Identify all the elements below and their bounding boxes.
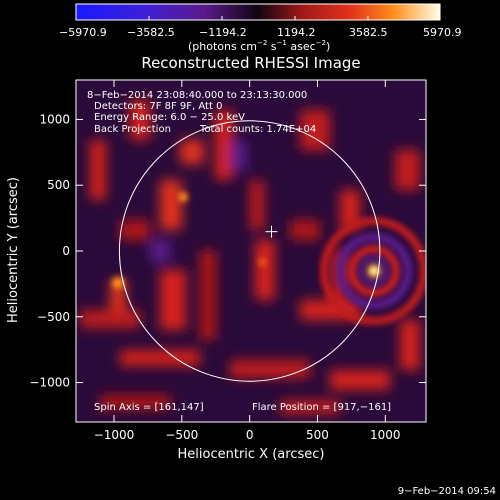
y-tick-label: −1000 — [29, 376, 70, 390]
colorbar — [75, 3, 441, 21]
x-tick-label: 1000 — [370, 428, 401, 442]
info-energy: Energy Range: 6.0 − 25.0 keV — [94, 112, 245, 123]
info-time: 8−Feb−2014 23:08:40.000 to 23:13:30.000 — [87, 90, 307, 101]
timestamp: 9−Feb−2014 09:54 — [398, 486, 496, 497]
y-tick-label: 1000 — [39, 112, 70, 126]
info-method: Back Projection — [94, 124, 171, 135]
x-tick-labels: −1000 −500 0 500 1000 — [94, 428, 401, 442]
x-axis-label: Heliocentric X (arcsec) — [178, 447, 325, 462]
spin-axis-crosshair — [265, 225, 278, 238]
y-tick-label: 0 — [62, 244, 70, 258]
x-tick-label: −1000 — [94, 428, 135, 442]
axis-ticks — [76, 80, 426, 422]
info-detectors: Detectors: 7F 8F 9F, Att 0 — [94, 101, 222, 112]
colorbar-ticks — [75, 16, 441, 20]
spin-axis-label: Spin Axis = [161,147] — [94, 402, 204, 413]
y-tick-labels: 1000 500 0 −500 −1000 — [29, 112, 70, 389]
colorbar-tick-label: −3582.5 — [127, 26, 175, 39]
colorbar-tick-label: −5970.9 — [59, 26, 107, 39]
y-tick-label: 500 — [47, 178, 70, 192]
colorbar-tick-label: 1194.2 — [277, 26, 316, 39]
info-total-counts: Total counts: 1.74E+04 — [199, 124, 316, 135]
colorbar-tick-label: −1194.2 — [199, 26, 247, 39]
colorbar-tick-label: 5970.9 — [423, 26, 462, 39]
chart-title: Reconstructed RHESSI Image — [141, 54, 360, 72]
x-tick-label: −500 — [165, 428, 198, 442]
y-axis-label: Heliocentric Y (arcsec) — [6, 177, 21, 323]
solar-disk-limb — [118, 120, 381, 382]
flare-position-label: Flare Position = [917,−161] — [252, 402, 391, 413]
heatmap-image — [76, 80, 426, 422]
colorbar-unit: (photons cm−2 s−1 asec−2) — [188, 39, 330, 53]
colorbar-tick-label: 3582.5 — [349, 26, 388, 39]
x-tick-label: 500 — [306, 428, 329, 442]
x-tick-label: 0 — [246, 428, 254, 442]
y-tick-label: −500 — [37, 310, 70, 324]
